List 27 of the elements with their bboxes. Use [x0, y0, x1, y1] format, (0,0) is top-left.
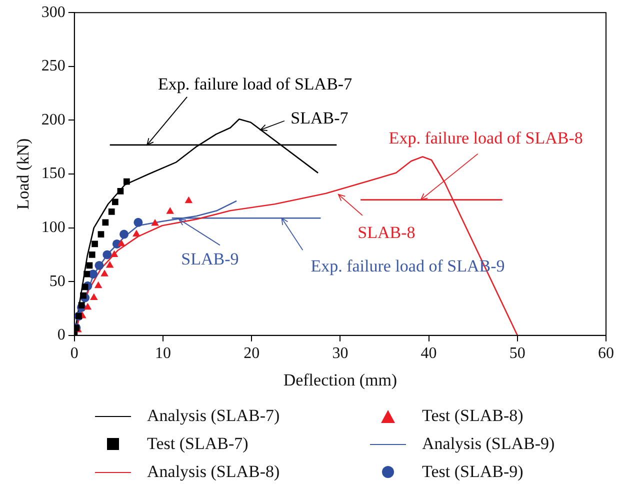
x-tick-label: 40	[420, 345, 437, 362]
x-tick-label: 10	[155, 345, 171, 362]
y-tick-label: 200	[41, 111, 66, 128]
x-tick-label: 60	[598, 345, 614, 362]
annotation: SLAB-8	[358, 222, 416, 242]
legend-label: Test (SLAB-9)	[422, 462, 524, 482]
legend-label: Test (SLAB-8)	[422, 406, 524, 426]
legend-label: Analysis (SLAB-7)	[147, 406, 280, 426]
annotation: Exp. failure load of SLAB-8	[388, 128, 583, 148]
y-tick-label: 0	[57, 326, 66, 344]
legend-label: Test (SLAB-7)	[147, 434, 248, 454]
annotation: SLAB-7	[290, 108, 349, 128]
x-tick-label: 0	[70, 345, 78, 362]
y-tick-label: 300	[41, 4, 66, 21]
annotation: Exp. failure load of SLAB-7	[158, 74, 353, 94]
legend-label: Analysis (SLAB-8)	[147, 462, 280, 482]
annotation: SLAB-9	[181, 250, 239, 269]
x-tick-label: 20	[244, 345, 260, 362]
y-tick-label: 50	[49, 272, 66, 290]
y-tick-label: 100	[41, 219, 66, 236]
x-tick-label: 30	[332, 345, 348, 362]
legend-label: Analysis (SLAB-9)	[422, 434, 555, 454]
x-axis-title: Deflection (mm)	[283, 370, 398, 390]
x-tick-label: 50	[509, 345, 526, 362]
y-tick-label: 150	[41, 165, 66, 182]
y-tick-label: 250	[41, 58, 66, 75]
y-axis-title: Load (kN)	[14, 138, 33, 210]
